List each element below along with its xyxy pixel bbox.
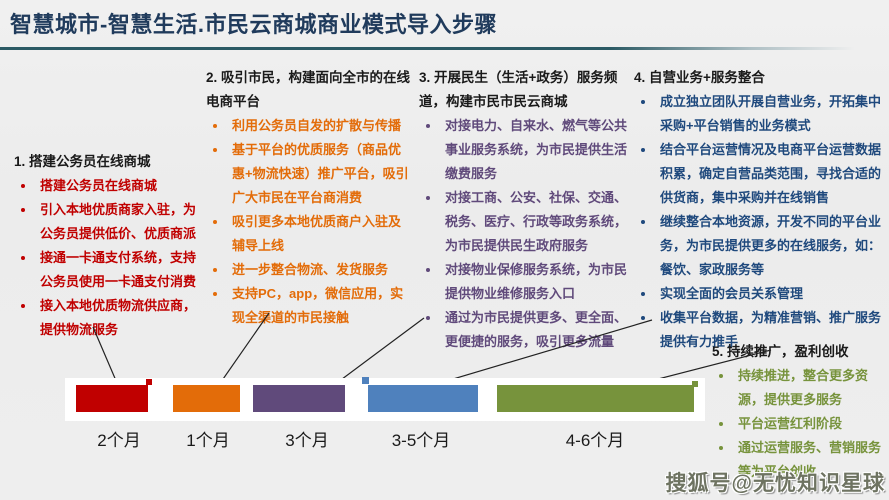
bullet-dot-icon xyxy=(426,268,430,272)
bullet-item: 搭建公务员在线商城 xyxy=(14,174,206,198)
bar-corner-marker xyxy=(146,379,152,385)
step-4-bullets: 成立独立团队开展自营业务，开拓集中采购+平台销售的业务模式 结合平台运营情况及电… xyxy=(634,90,884,354)
bullet-item: 接入本地优质物流供应商，提供物流服务 xyxy=(14,294,206,342)
timeline-bar-step1 xyxy=(76,385,148,412)
bullet-dot-icon xyxy=(719,422,723,426)
step-3-heading: 3. 开展民生（生活+政务）服务频道，构建市民市民云商城 xyxy=(419,70,618,109)
bullet-dot-icon xyxy=(641,292,645,296)
bullet-item: 对接物业保修服务系统，为市民提供物业维修服务入口 xyxy=(419,258,627,306)
step-5-column: 5. 持续推广，盈利创收 持续推进，整合更多资源，提供更多服务 平台运营红利阶段… xyxy=(712,340,889,484)
duration-label: 2个月 xyxy=(97,431,141,450)
title-underline xyxy=(0,47,872,50)
page-title: 智慧城市-智慧生活.市民云商城商业模式导入步骤 xyxy=(10,12,497,37)
bullet-item: 成立独立团队开展自营业务，开拓集中采购+平台销售的业务模式 xyxy=(634,90,884,138)
duration-label: 3个月 xyxy=(285,431,329,450)
bullet-item: 继续整合本地资源，开发不同的平台业务，为市民提供更多的在线服务，如：餐饮、家政服… xyxy=(634,210,884,282)
bullet-item: 持续推进，整合更多资源，提供更多服务 xyxy=(712,364,889,412)
duration-label: 4-6个月 xyxy=(565,431,625,450)
bullet-item: 通过运营服务、营销服务等为平台创收 xyxy=(712,436,889,484)
bar-corner-marker xyxy=(692,381,698,387)
duration-label: 1个月 xyxy=(186,431,230,450)
bullet-dot-icon xyxy=(426,316,430,320)
bullet-dot-icon xyxy=(641,220,645,224)
bullet-dot-icon xyxy=(21,208,25,212)
connector-line-step1 xyxy=(92,326,118,384)
timeline-bar-step3 xyxy=(253,385,345,412)
step-2-column: 2. 吸引市民，构建面向全市的在线电商平台 利用公务员自发的扩散与传播 基于平台… xyxy=(206,66,412,330)
bullet-dot-icon xyxy=(719,446,723,450)
bullet-item: 支持PC，app，微信应用，实现全渠道的市民接触 xyxy=(206,282,412,330)
step-5-bullets: 持续推进，整合更多资源，提供更多服务 平台运营红利阶段 通过运营服务、营销服务等… xyxy=(712,364,889,484)
bullet-dot-icon xyxy=(213,268,217,272)
bullet-dot-icon xyxy=(213,124,217,128)
step-1-bullets: 搭建公务员在线商城 引入本地优质商家入驻，为公务员提供低价、优质商派 接通一卡通… xyxy=(14,174,206,342)
step-2-heading: 2. 吸引市民，构建面向全市的在线电商平台 xyxy=(206,70,411,109)
timeline-bar-step5 xyxy=(497,385,694,412)
bullet-item: 实现全面的会员关系管理 xyxy=(634,282,884,306)
bullet-item: 接通一卡通支付系统，支持公务员使用一卡通支付消费 xyxy=(14,246,206,294)
connector-line-step2 xyxy=(220,312,270,383)
bullet-item: 通过为市民提供更多、更全面、更便捷的服务，吸引更多流量 xyxy=(419,306,627,354)
bullet-item: 对接电力、自来水、燃气等公共事业服务系统，为市民提供生活缴费服务 xyxy=(419,114,627,186)
step-1-heading: 1. 搭建公务员在线商城 xyxy=(14,154,151,169)
bullet-dot-icon xyxy=(426,124,430,128)
bullet-item: 对接工商、公安、社保、交通、税务、医疗、行政等政务系统，为市民提供民生政府服务 xyxy=(419,186,627,258)
bullet-item: 吸引更多本地优质商户入驻及辅导上线 xyxy=(206,210,412,258)
bullet-dot-icon xyxy=(426,196,430,200)
timeline-bar-step2 xyxy=(173,385,240,412)
timeline-bar-step4 xyxy=(368,385,478,412)
bullet-dot-icon xyxy=(719,374,723,378)
bullet-dot-icon xyxy=(213,220,217,224)
bullet-item: 收集平台数据，为精准营销、推广服务提供有力推手 xyxy=(634,306,884,354)
bar-corner-marker xyxy=(362,377,369,384)
bullet-item: 引入本地优质商家入驻，为公务员提供低价、优质商派 xyxy=(14,198,206,246)
bullet-dot-icon xyxy=(641,316,645,320)
bullet-dot-icon xyxy=(641,100,645,104)
bullet-dot-icon xyxy=(213,292,217,296)
step-2-bullets: 利用公务员自发的扩散与传播 基于平台的优质服务（商品优惠+物流快速）推广平台，吸… xyxy=(206,114,412,330)
bullet-item: 进一步整合物流、发货服务 xyxy=(206,258,412,282)
step-4-heading: 4. 自营业务+服务整合 xyxy=(634,70,765,85)
step-5-heading: 5. 持续推广，盈利创收 xyxy=(712,344,849,359)
duration-label: 3-5个月 xyxy=(391,431,451,450)
bullet-dot-icon xyxy=(21,184,25,188)
step-1-column: 1. 搭建公务员在线商城 搭建公务员在线商城 引入本地优质商家入驻，为公务员提供… xyxy=(14,150,206,342)
bullet-item: 平台运营红利阶段 xyxy=(712,412,889,436)
bullet-dot-icon xyxy=(21,304,25,308)
bullet-dot-icon xyxy=(641,148,645,152)
bullet-item: 利用公务员自发的扩散与传播 xyxy=(206,114,412,138)
step-3-bullets: 对接电力、自来水、燃气等公共事业服务系统，为市民提供生活缴费服务 对接工商、公安… xyxy=(419,114,627,354)
bullet-item: 基于平台的优质服务（商品优惠+物流快速）推广平台，吸引广大市民在平台商消费 xyxy=(206,138,412,210)
bullet-item: 结合平台运营情况及电商平台运营数据积累，确定自营品类范围，寻找合适的供货商，集中… xyxy=(634,138,884,210)
bullet-dot-icon xyxy=(21,256,25,260)
step-4-column: 4. 自营业务+服务整合 成立独立团队开展自营业务，开拓集中采购+平台销售的业务… xyxy=(634,66,884,354)
watermark: 搜狐号@无忧知识星球 xyxy=(665,472,885,495)
bullet-dot-icon xyxy=(213,148,217,152)
step-3-column: 3. 开展民生（生活+政务）服务频道，构建市民市民云商城 对接电力、自来水、燃气… xyxy=(419,66,627,354)
